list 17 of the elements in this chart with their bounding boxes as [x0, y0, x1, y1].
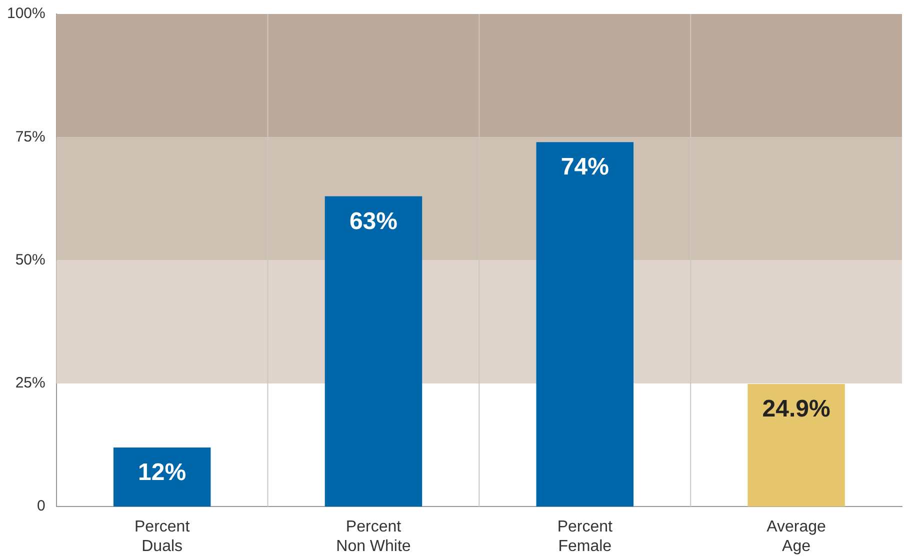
- data-label: 24.9%: [762, 396, 830, 423]
- y-tick-label: 0: [37, 498, 46, 515]
- x-tick-label: Percent Non White: [336, 518, 411, 555]
- bar: [113, 447, 211, 507]
- data-label: 74%: [560, 154, 609, 181]
- bar: [324, 196, 422, 507]
- y-tick-label: 50%: [15, 251, 46, 268]
- y-tick-label: 25%: [15, 374, 46, 392]
- bar: [748, 384, 845, 507]
- data-label: 63%: [349, 208, 398, 235]
- x-tick-label: Percent Female: [557, 518, 614, 555]
- y-tick-label: 100%: [6, 5, 46, 22]
- bar: [536, 142, 634, 507]
- y-tick-label: 75%: [15, 128, 46, 146]
- x-tick-label: Average Age: [766, 518, 826, 555]
- x-tick-label: Percent Duals: [134, 518, 190, 555]
- data-label: 12%: [138, 459, 186, 486]
